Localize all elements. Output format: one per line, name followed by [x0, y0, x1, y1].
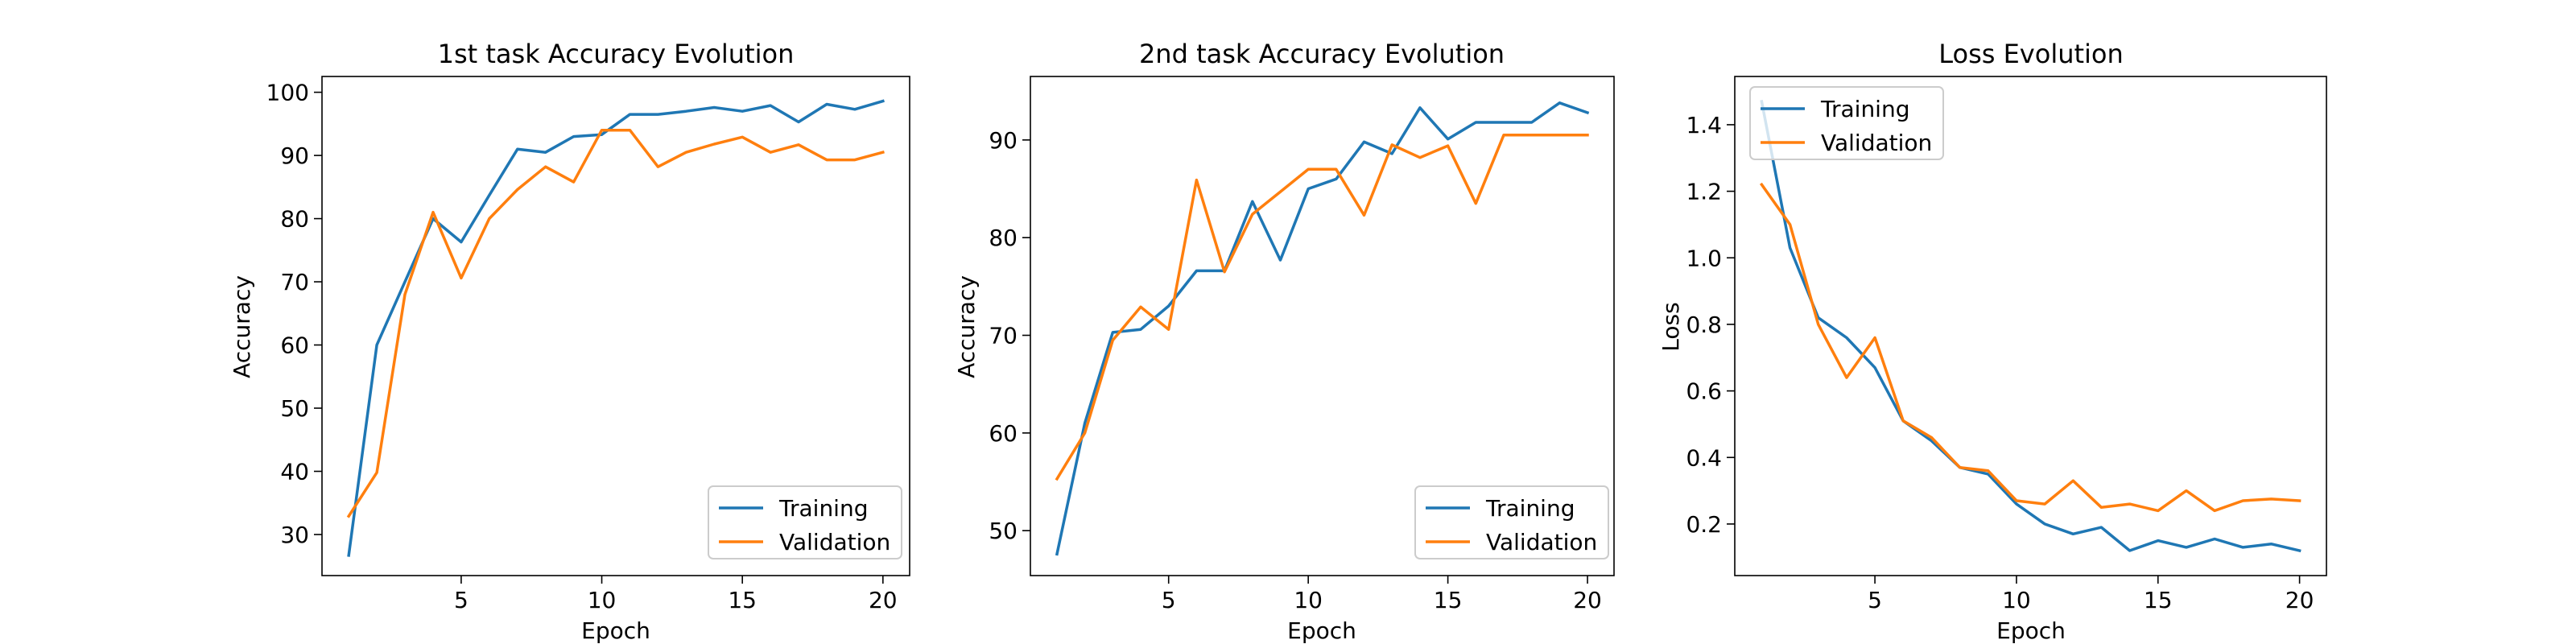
legend-label-training: Training: [1820, 96, 1909, 122]
x-tick-label: 20: [2285, 587, 2314, 613]
y-tick-label: 0.2: [1686, 511, 1722, 538]
y-tick-label: 30: [280, 522, 309, 548]
legend-label-training: Training: [1485, 495, 1575, 522]
x-tick-label: 20: [1573, 587, 1602, 613]
y-tick-label: 1.2: [1686, 179, 1722, 205]
y-tick-label: 50: [280, 395, 309, 422]
series-line-validation: [346, 128, 885, 518]
y-tick-label: 80: [280, 206, 309, 233]
axes-frame: [321, 76, 910, 576]
subplot-1-accuracy-task1: 1st task Accuracy Evolution 5 10 15 2030405…: [229, 39, 910, 644]
legend: Training Validation: [1414, 485, 1609, 559]
legend: Training Validation: [1749, 86, 1944, 160]
series-line-validation: [1759, 182, 2301, 513]
x-tick-label: 5: [1868, 587, 1882, 613]
y-tick-label: 1.4: [1686, 112, 1722, 138]
plot-area: 5 10 15 20 30 40 50 60 70 80 90 100: [266, 76, 910, 613]
legend-label-training: Training: [778, 495, 868, 522]
subplot-2-accuracy-task2: 2nd task Accuracy Evolution 5 10 15 20 50 60 7…: [953, 39, 1615, 644]
chart-title: 2nd task Accuracy Evolution: [1139, 39, 1505, 69]
series-line-training: [1760, 99, 2301, 553]
series-line-training: [1055, 101, 1590, 556]
x-tick-label: 10: [2002, 587, 2031, 613]
y-axis-label: Loss: [1657, 302, 1684, 351]
legend-label-validation: Validation: [1486, 529, 1597, 555]
y-tick-label: 1.0: [1686, 245, 1722, 271]
x-tick-label: 5: [454, 587, 469, 613]
x-axis-label: Epoch: [1287, 617, 1356, 644]
y-tick-label: 60: [280, 332, 309, 359]
x-axis-label: Epoch: [1996, 617, 2066, 644]
x-tick-label: 15: [2144, 587, 2173, 613]
y-tick-label: 0.8: [1686, 312, 1722, 338]
plot-area: 5 10 15 20 50 60 70 80 90: [989, 76, 1615, 613]
x-tick-label: 15: [1434, 587, 1463, 613]
subplot-3-loss: Loss Evolution 5 10 15 20 0.2 0.4 0.6 0.8 1.0 1.2…: [1657, 39, 2327, 644]
y-tick-label: 0.4: [1686, 444, 1722, 471]
x-tick-label: 5: [1162, 587, 1176, 613]
y-tick-label: 90: [989, 127, 1018, 154]
chart-title: Loss Evolution: [1938, 39, 2124, 69]
y-tick-label: 50: [989, 518, 1018, 544]
y-axis-label: Accuracy: [953, 275, 980, 378]
y-tick-label: 70: [989, 323, 1018, 349]
y-tick-label: 0.6: [1686, 378, 1722, 405]
axes-frame: [1030, 76, 1615, 576]
x-tick-label: 10: [588, 587, 617, 613]
legend: Training Validation: [708, 485, 902, 559]
y-tick-label: 100: [266, 80, 309, 106]
x-tick-label: 20: [869, 587, 898, 613]
y-tick-label: 40: [280, 459, 309, 485]
y-axis-label: Accuracy: [229, 275, 255, 378]
x-axis-label: Epoch: [581, 617, 650, 644]
series-line-validation: [1055, 134, 1589, 481]
x-tick-label: 15: [728, 587, 757, 613]
legend-label-validation: Validation: [779, 529, 890, 555]
legend-label-validation: Validation: [1821, 130, 1932, 156]
x-tick-label: 10: [1294, 587, 1323, 613]
y-tick-label: 60: [989, 420, 1018, 447]
y-tick-label: 70: [280, 269, 309, 295]
y-tick-label: 90: [280, 142, 309, 169]
axes-frame: [1734, 76, 2327, 576]
plot-area: 5 10 15 20 0.2 0.4 0.6 0.8 1.0 1.2 1.4: [1686, 76, 2327, 613]
y-tick-label: 80: [989, 225, 1018, 251]
chart-title: 1st task Accuracy Evolution: [438, 39, 795, 69]
